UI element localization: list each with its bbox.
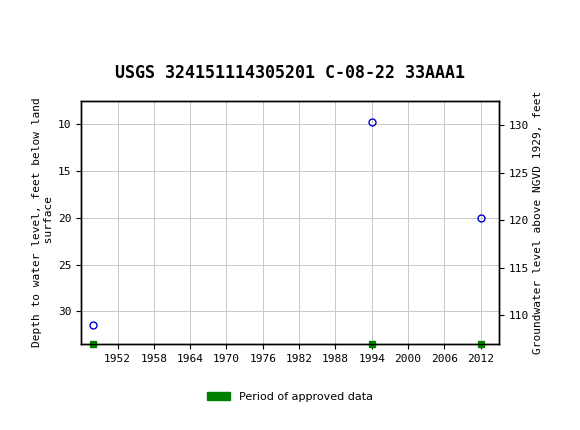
Y-axis label: Groundwater level above NGVD 1929, feet: Groundwater level above NGVD 1929, feet [533, 91, 543, 354]
Text: USGS 324151114305201 C-08-22 33AAA1: USGS 324151114305201 C-08-22 33AAA1 [115, 64, 465, 82]
Y-axis label: Depth to water level, feet below land
 surface: Depth to water level, feet below land su… [32, 98, 54, 347]
Text: ≡: ≡ [3, 9, 24, 32]
Legend: Period of approved data: Period of approved data [203, 387, 377, 406]
Text: USGS: USGS [41, 11, 100, 30]
